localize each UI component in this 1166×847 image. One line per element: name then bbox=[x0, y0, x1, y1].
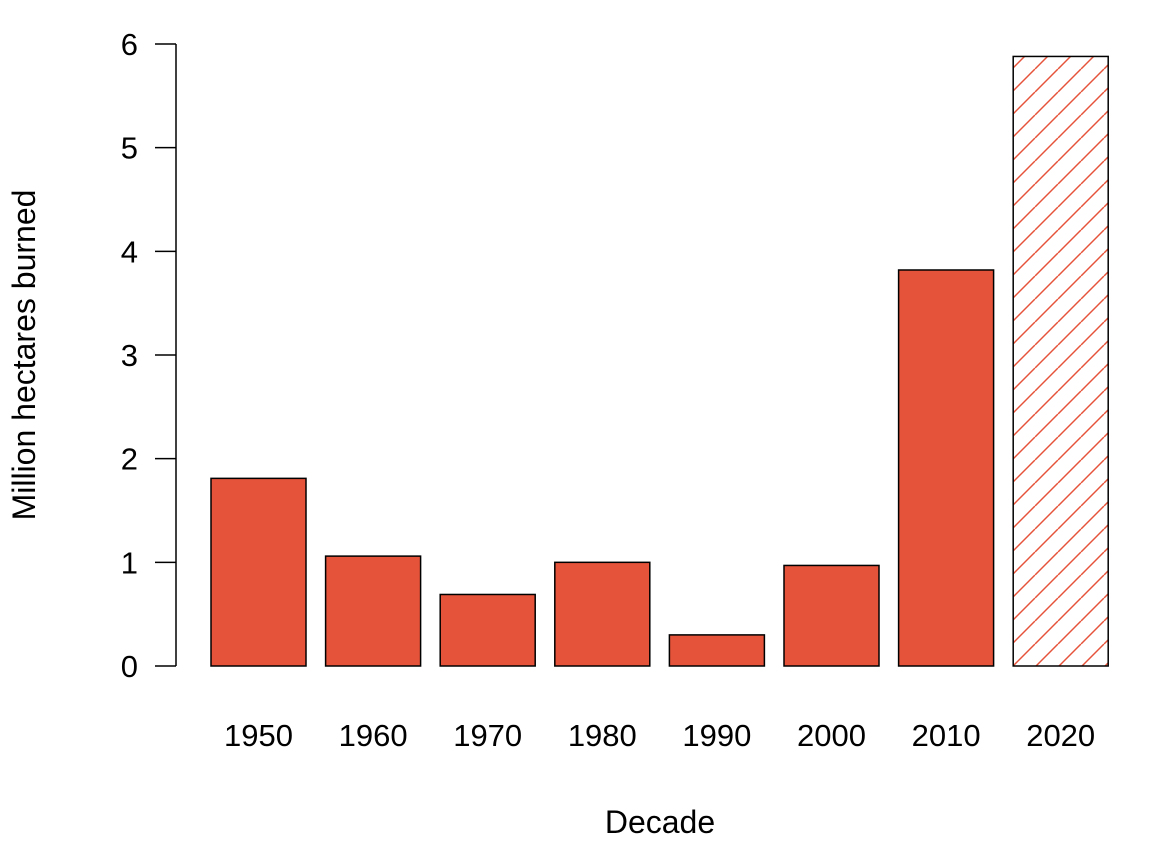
y-tick-label: 6 bbox=[121, 27, 138, 62]
x-axis-label: Decade bbox=[605, 804, 715, 840]
y-tick-label: 0 bbox=[121, 649, 138, 684]
x-tick-label: 2000 bbox=[797, 718, 866, 753]
x-tick-label: 2020 bbox=[1026, 718, 1095, 753]
bar-2020 bbox=[1012, 55, 1109, 667]
x-tick-label: 1950 bbox=[224, 718, 293, 753]
y-axis-label: Million hectares burned bbox=[6, 190, 42, 521]
y-tick-label: 3 bbox=[121, 338, 138, 373]
bar-1950 bbox=[210, 477, 307, 667]
x-tick-label: 1980 bbox=[568, 718, 637, 753]
x-tick-label: 1970 bbox=[453, 718, 522, 753]
bar-1990 bbox=[668, 634, 766, 667]
x-tick-label: 2010 bbox=[912, 718, 981, 753]
y-tick-label: 5 bbox=[121, 131, 138, 166]
y-tick-label: 4 bbox=[121, 234, 138, 269]
y-tick-label: 1 bbox=[121, 545, 138, 580]
bar-2010 bbox=[897, 269, 995, 667]
bar-2000 bbox=[783, 564, 880, 667]
x-tick-label: 1990 bbox=[682, 718, 751, 753]
bar-1970 bbox=[439, 593, 536, 667]
bar-1960 bbox=[324, 555, 422, 667]
y-axis: 0 1 2 3 4 5 6 bbox=[121, 27, 177, 684]
x-tick-labels: 1950 1960 1970 1980 1990 2000 2010 2020 bbox=[224, 718, 1095, 753]
y-tick-label: 2 bbox=[121, 442, 138, 477]
bars bbox=[210, 55, 1109, 667]
x-tick-label: 1960 bbox=[339, 718, 408, 753]
bar-1980 bbox=[554, 561, 651, 667]
